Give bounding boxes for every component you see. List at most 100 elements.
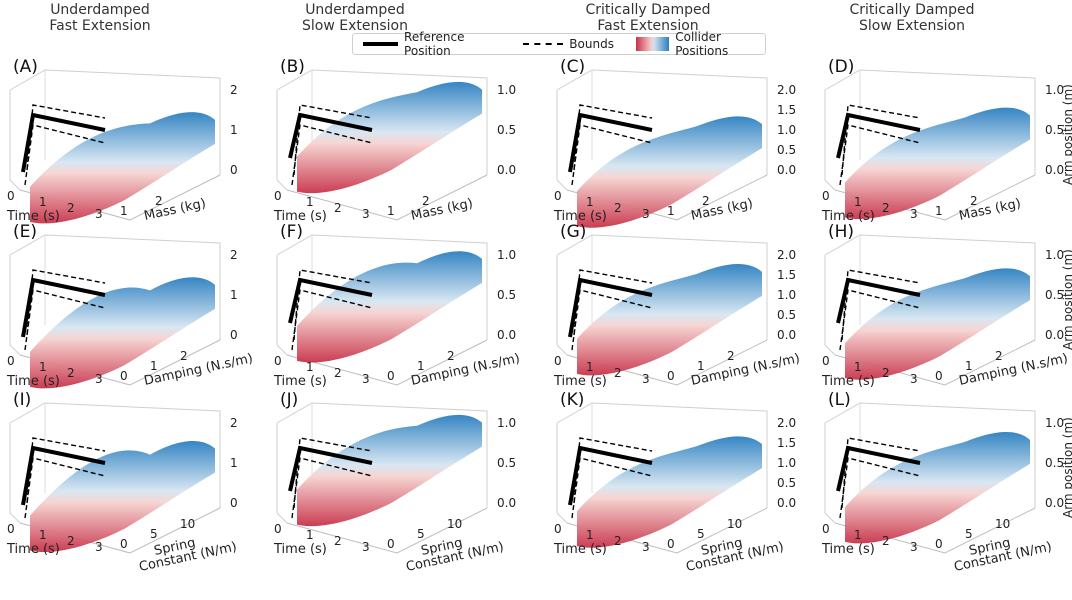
- time-tick-label: 2: [882, 534, 890, 548]
- z-tick-label: 1.0: [777, 288, 796, 302]
- z-tick-label: 1.0: [1045, 416, 1064, 430]
- upper-bound-line: [573, 104, 653, 171]
- z-tick-label: 1: [230, 456, 238, 470]
- pane-edge: [556, 234, 768, 340]
- lower-bound-line: [291, 124, 373, 186]
- column-header-line: Underdamped: [305, 2, 405, 18]
- z-tick-label: 0.0: [1045, 496, 1064, 510]
- z-tick-label: 0.0: [497, 328, 516, 342]
- param-tick-label: 1: [387, 204, 395, 218]
- time-tick-label: 0: [274, 522, 282, 536]
- pane-edge: [9, 90, 21, 191]
- z-tick-label: 1.0: [497, 248, 516, 262]
- time-tick-label: 2: [67, 366, 75, 380]
- pane-edge: [276, 90, 288, 191]
- column-header-line: Slow Extension: [859, 18, 965, 34]
- time-tick-label: 1: [586, 528, 594, 542]
- time-axis-label: Time (s): [821, 374, 875, 389]
- legend-label-collider: Collider Positions: [675, 30, 729, 58]
- z-tick-label: 0: [230, 496, 238, 510]
- param-axis-label: Damping (N.s/m): [410, 351, 522, 389]
- pane-edge: [824, 234, 1036, 340]
- time-tick-label: 1: [306, 195, 314, 209]
- z-tick-label: 2.0: [777, 416, 796, 430]
- z-tick-label: 0: [230, 328, 238, 342]
- pane-edge: [276, 255, 288, 356]
- z-axis-label: Arm position (m): [1061, 249, 1072, 350]
- time-tick-label: 3: [642, 372, 650, 386]
- z-tick-label: 1.0: [1045, 248, 1064, 262]
- legend-label-bounds: Bounds: [569, 37, 614, 51]
- collider-surface: [297, 251, 482, 363]
- param-tick-label: 0: [387, 369, 395, 383]
- z-tick-label: 0.0: [777, 496, 796, 510]
- time-tick-label: 3: [642, 540, 650, 554]
- param-tick-label: 10: [447, 517, 462, 531]
- lower-bound-line: [24, 289, 106, 351]
- param-axis-label: Damping (N.s/m): [690, 351, 802, 389]
- time-tick-label: 0: [7, 189, 15, 203]
- time-axis-label: Time (s): [273, 209, 327, 224]
- pane-edge: [276, 402, 488, 508]
- param-axis-label: Mass (kg): [690, 196, 755, 224]
- z-tick-label: 2: [230, 416, 238, 430]
- time-axis-label: Time (s): [553, 542, 607, 557]
- time-tick-label: 0: [554, 522, 562, 536]
- time-axis-label: Time (s): [6, 209, 60, 224]
- param-tick-label: 1: [120, 204, 128, 218]
- pane-edge: [276, 423, 288, 524]
- reference-line: [836, 445, 921, 492]
- time-tick-label: 3: [642, 207, 650, 221]
- time-tick-label: 3: [910, 540, 918, 554]
- pane-edge: [276, 234, 488, 340]
- time-tick-label: 1: [306, 360, 314, 374]
- legend-item-reference: Reference Position: [363, 30, 501, 58]
- z-tick-label: 0.5: [777, 476, 796, 490]
- param-tick-label: 1: [667, 204, 675, 218]
- lower-bound-line: [24, 457, 106, 519]
- time-tick-label: 2: [334, 366, 342, 380]
- pane-edge: [824, 402, 1036, 508]
- param-tick-label: 10: [180, 517, 195, 531]
- time-tick-label: 3: [910, 372, 918, 386]
- z-tick-label: 1.5: [777, 268, 796, 282]
- reference-line-swatch: [363, 42, 399, 46]
- collider-gradient-swatch: [635, 37, 670, 51]
- column-header-2: Underdamped Slow Extension: [255, 2, 455, 34]
- panel-label: (I): [13, 390, 31, 410]
- pane-edge: [276, 69, 488, 175]
- time-tick-label: 0: [822, 354, 830, 368]
- param-tick-label: 2: [995, 349, 1003, 363]
- z-tick-label: 1.0: [497, 416, 516, 430]
- column-header-line: Underdamped: [50, 2, 150, 18]
- time-tick-label: 0: [274, 354, 282, 368]
- upper-bound-line: [573, 269, 653, 336]
- panel-label: (G): [560, 222, 586, 242]
- z-tick-label: 2.0: [777, 248, 796, 262]
- lower-bound-line: [291, 457, 373, 519]
- pane-edge: [9, 234, 221, 340]
- legend-item-bounds: Bounds: [523, 37, 614, 51]
- time-tick-label: 3: [362, 207, 370, 221]
- param-tick-label: 10: [727, 517, 742, 531]
- param-tick-label: 1: [697, 359, 705, 373]
- column-header-line: Critically Damped: [849, 2, 975, 18]
- time-axis-label: Time (s): [821, 209, 875, 224]
- collider-surface: [577, 264, 762, 376]
- time-axis-label: Time (s): [273, 542, 327, 557]
- legend-item-collider: Collider Positions: [635, 30, 765, 58]
- param-axis-label: Mass (kg): [958, 196, 1023, 224]
- time-axis-label: Time (s): [553, 209, 607, 224]
- floor-edge: [286, 174, 488, 221]
- param-tick-label: 5: [697, 527, 705, 541]
- time-tick-label: 0: [554, 189, 562, 203]
- reference-line: [21, 112, 106, 173]
